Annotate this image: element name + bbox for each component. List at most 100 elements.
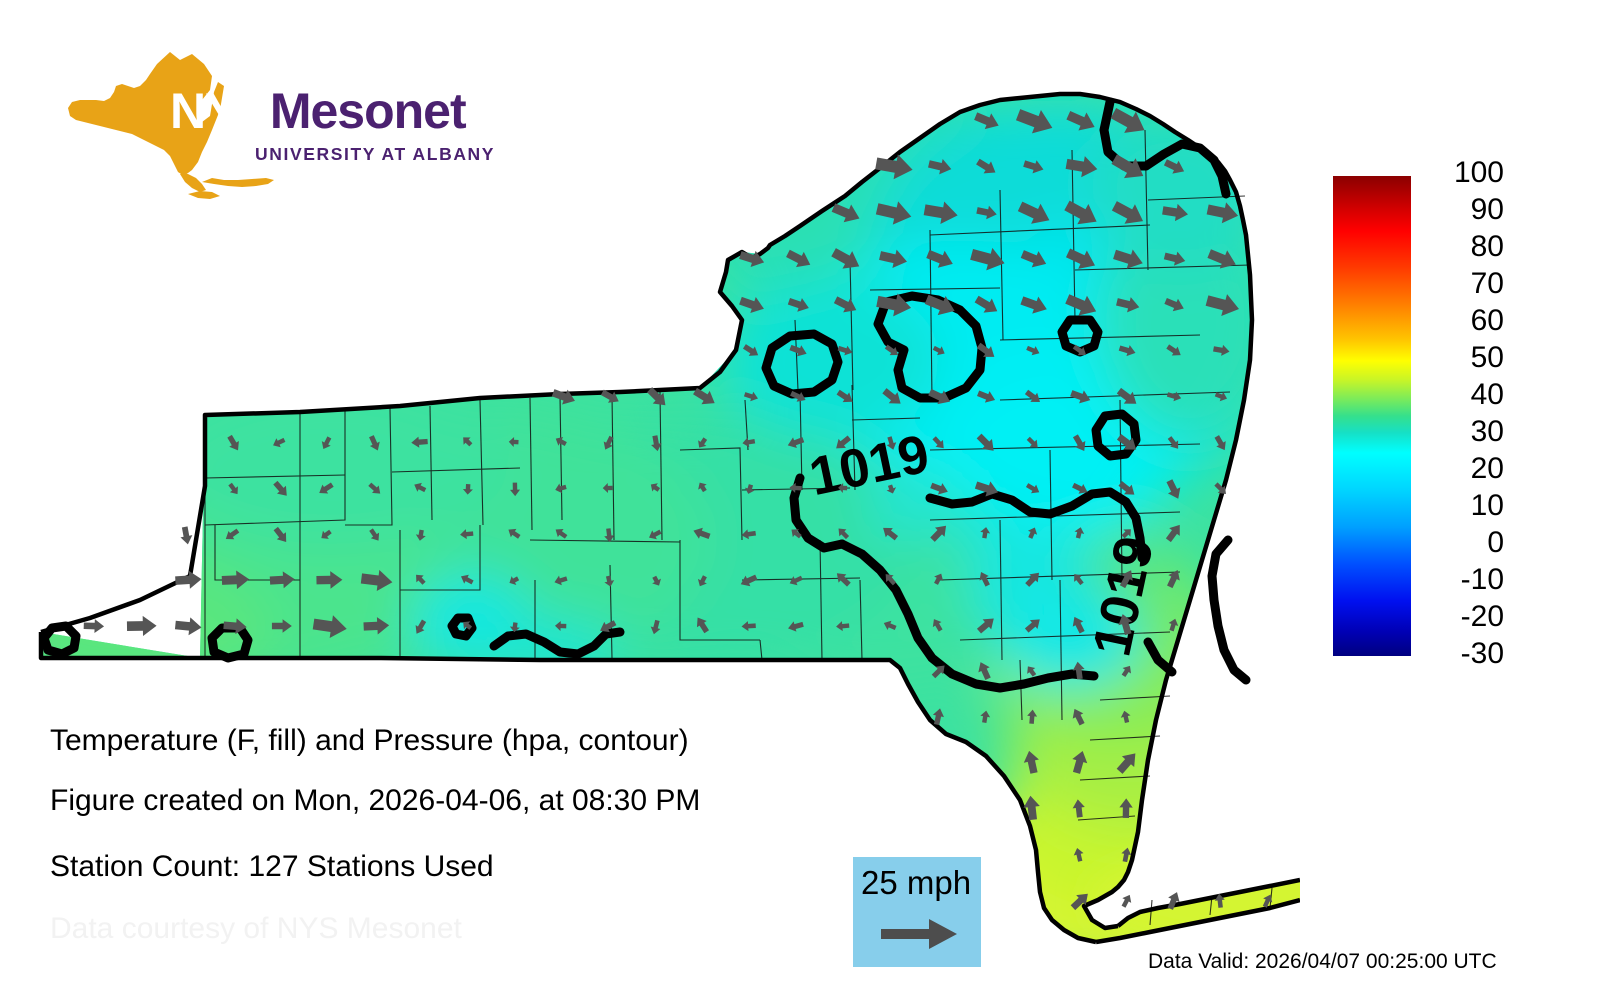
- wind-arrow-icon: [415, 619, 427, 634]
- wind-arrow-icon: [934, 573, 944, 585]
- wind-scale-label: 25 mph: [861, 864, 972, 901]
- wind-arrow-icon: [1118, 481, 1135, 495]
- wind-arrow-icon: [1026, 436, 1038, 448]
- wind-arrow-icon: [269, 571, 295, 589]
- wind-arrow-icon: [924, 294, 955, 316]
- wind-arrow-icon: [836, 621, 850, 632]
- wind-arrow-icon: [932, 708, 944, 726]
- wind-arrow-icon: [1065, 248, 1096, 269]
- wind-arrow-icon: [1027, 709, 1038, 724]
- wind-arrow-icon: [739, 250, 765, 268]
- wind-arrow-icon: [600, 389, 619, 403]
- wind-arrow-icon: [1214, 482, 1226, 494]
- wind-arrow-icon: [273, 480, 287, 496]
- wind-arrow-icon: [879, 249, 908, 268]
- colorbar-tick-10: 10: [1470, 489, 1504, 522]
- wind-arrow-icon: [1121, 894, 1132, 908]
- wind-arrow-icon: [1024, 619, 1040, 633]
- colorbar-tick--30: -30: [1460, 637, 1504, 670]
- wind-arrow-icon: [696, 617, 710, 634]
- wind-arrow-icon: [932, 345, 945, 356]
- wind-arrow-icon: [1116, 387, 1137, 404]
- wind-arrow-icon: [369, 435, 380, 451]
- wind-arrow-icon: [415, 529, 426, 541]
- colorbar-tick-30: 30: [1470, 415, 1504, 448]
- wind-arrow-icon: [875, 201, 912, 225]
- colorbar-tick-80: 80: [1470, 230, 1504, 263]
- new-york-temperature-map[interactable]: 1019 1019: [0, 20, 1300, 960]
- wind-arrow-icon: [697, 575, 707, 587]
- wind-arrow-icon: [1163, 251, 1186, 266]
- wind-arrow-icon: [1026, 345, 1040, 356]
- wind-arrow-icon: [1023, 795, 1040, 821]
- wind-arrow-icon: [1073, 848, 1084, 862]
- figure-footer-faint: Data courtesy of NYS Mesonet: [50, 912, 462, 945]
- wind-arrow-icon: [463, 621, 473, 630]
- wind-arrow-icon: [321, 529, 332, 539]
- wind-arrow-icon: [742, 437, 756, 448]
- map-canvas[interactable]: 1019 1019: [0, 20, 1300, 960]
- wind-arrow-icon: [789, 482, 802, 493]
- wind-arrow-icon: [602, 483, 613, 494]
- wind-arrow-icon: [651, 435, 662, 452]
- nys-mesonet-logo: NYSMesonet UNIVERSITY AT ALBANY: [52, 46, 493, 206]
- wind-arrow-icon: [460, 574, 474, 585]
- wind-arrow-icon: [273, 437, 286, 448]
- wind-arrow-icon: [928, 388, 951, 405]
- wind-arrow-icon: [1017, 201, 1050, 224]
- wind-arrow-icon: [787, 297, 809, 312]
- wind-arrow-icon: [789, 344, 807, 357]
- wind-arrow-icon: [1214, 391, 1228, 402]
- wind-arrow-icon: [1064, 200, 1097, 225]
- wind-arrow-icon: [930, 482, 948, 495]
- wind-arrow-icon: [836, 435, 852, 449]
- wind-arrow-icon: [875, 154, 913, 180]
- wind-arrow-icon: [1213, 344, 1230, 356]
- wind-arrow-icon: [1206, 202, 1239, 224]
- wind-arrow-icon: [790, 390, 806, 402]
- ny-state-logo-silhouette-icon: [68, 52, 274, 199]
- wind-arrow-icon: [976, 433, 994, 451]
- wind-arrow-icon: [886, 436, 897, 450]
- wind-arrow-icon: [463, 437, 473, 447]
- wind-arrow-icon: [977, 390, 996, 403]
- wind-arrow-icon: [974, 112, 999, 130]
- colorbar-tick-0: 0: [1487, 526, 1504, 559]
- wind-arrow-icon: [1121, 847, 1132, 863]
- wind-arrow-icon: [930, 525, 947, 542]
- wind-arrow-icon: [744, 484, 755, 494]
- wind-arrow-icon: [1119, 570, 1133, 589]
- wind-arrow-icon: [786, 249, 811, 268]
- logo-mesonet-text: Mesonet: [269, 83, 467, 139]
- wind-arrow-icon: [882, 388, 901, 404]
- wind-arrow-icon: [693, 387, 715, 405]
- wind-arrow-icon: [225, 528, 240, 540]
- wind-arrow-icon: [976, 158, 996, 174]
- wind-arrow-icon: [649, 529, 662, 540]
- wind-arrow-icon: [1074, 574, 1084, 586]
- figure-title: Temperature (F, fill) and Pressure (hpa,…: [50, 724, 689, 757]
- wind-arrow-icon: [1015, 109, 1053, 134]
- wind-arrow-icon: [1072, 751, 1088, 774]
- wind-arrow-icon: [1116, 297, 1140, 313]
- wind-arrow-icon: [126, 615, 157, 637]
- wind-arrow-icon: [174, 617, 202, 636]
- wind-arrow-icon: [650, 619, 661, 635]
- wind-arrow-icon: [838, 482, 848, 493]
- wind-arrow-icon: [1166, 391, 1182, 402]
- wind-arrow-icon: [1074, 527, 1085, 539]
- wind-arrow-icon: [1167, 436, 1179, 449]
- wind-arrow-icon: [604, 575, 615, 587]
- wind-arrow-icon: [1121, 529, 1131, 539]
- colorbar-tick-90: 90: [1470, 193, 1504, 226]
- colorbar-gradient: [1333, 176, 1411, 656]
- wind-arrow-icon: [741, 621, 756, 632]
- wind-arrow-icon: [319, 482, 334, 494]
- wind-vector-field: [83, 107, 1273, 911]
- wind-arrow-icon: [831, 248, 860, 269]
- wind-arrow-icon: [1113, 249, 1143, 269]
- wind-arrow-icon: [974, 295, 998, 313]
- wind-arrow-icon: [1207, 249, 1236, 269]
- wind-arrow-icon: [787, 437, 805, 449]
- wind-arrow-icon: [970, 247, 1005, 271]
